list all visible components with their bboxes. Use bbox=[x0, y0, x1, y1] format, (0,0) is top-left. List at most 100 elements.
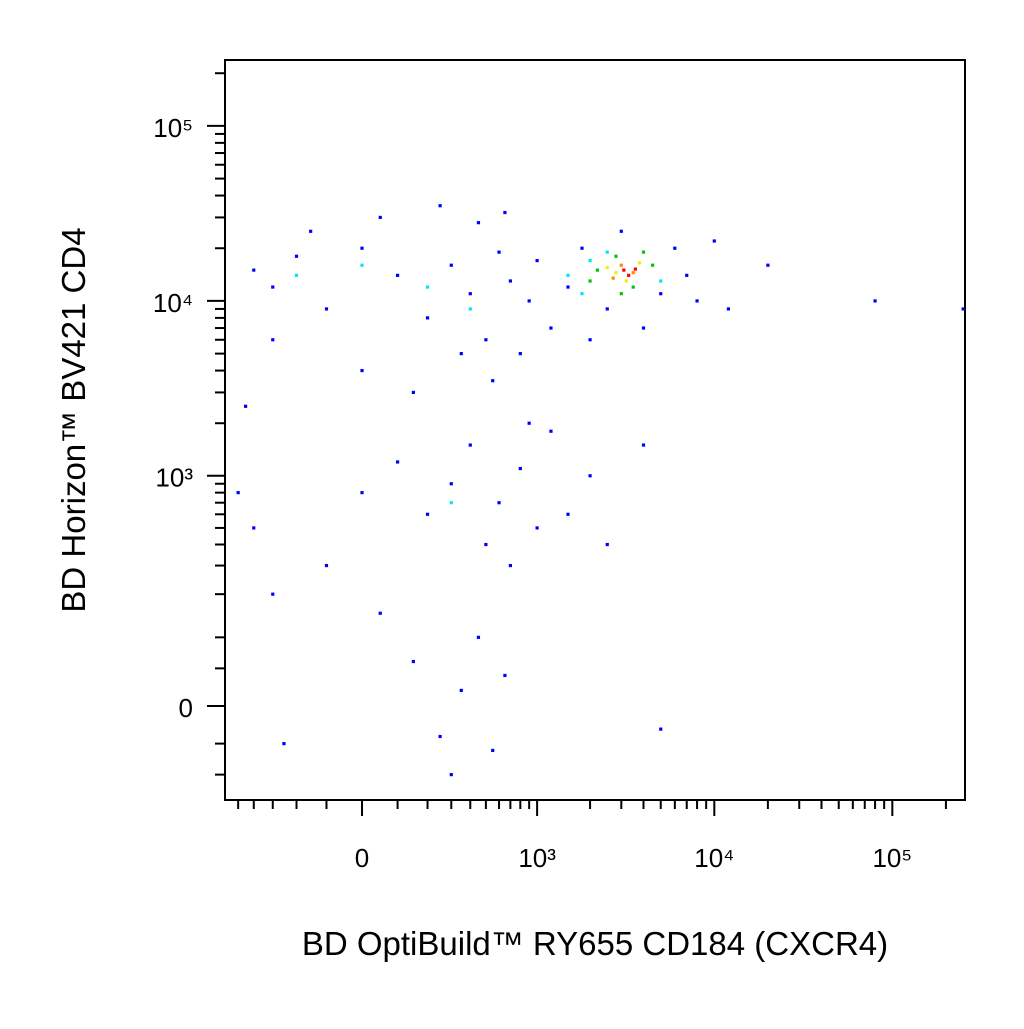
event-dot bbox=[518, 466, 522, 471]
event-dot bbox=[580, 246, 584, 250]
event-dot bbox=[438, 734, 442, 739]
event-dot bbox=[566, 285, 570, 289]
event-dot bbox=[360, 368, 364, 373]
event-dot bbox=[395, 273, 400, 277]
event-dot bbox=[641, 326, 646, 330]
event-dot bbox=[659, 727, 663, 731]
event-dot bbox=[459, 688, 463, 693]
event-dot bbox=[360, 491, 364, 495]
event-dot bbox=[497, 250, 501, 254]
event-dot bbox=[641, 443, 646, 447]
event-dot bbox=[566, 273, 570, 277]
event-dot bbox=[252, 268, 256, 272]
event-dot bbox=[726, 307, 731, 311]
event-dot bbox=[712, 239, 716, 243]
event-dot bbox=[508, 563, 512, 568]
event-dot bbox=[449, 263, 453, 267]
event-dot bbox=[766, 263, 770, 267]
y-tick-label: 10⁴ bbox=[153, 288, 193, 318]
event-dot bbox=[360, 246, 364, 250]
event-dot bbox=[631, 285, 635, 289]
event-dot bbox=[605, 266, 609, 270]
event-dot bbox=[468, 307, 472, 311]
event-dot bbox=[468, 292, 472, 296]
event-dot bbox=[411, 390, 415, 395]
event-dot bbox=[324, 307, 329, 311]
event-dot bbox=[527, 299, 531, 303]
event-dot bbox=[695, 299, 699, 303]
plot-frame bbox=[224, 59, 966, 801]
event-dot bbox=[309, 229, 313, 233]
event-dot bbox=[605, 307, 609, 311]
event-dot bbox=[476, 221, 481, 225]
event-dot bbox=[637, 261, 642, 265]
event-dot bbox=[627, 273, 631, 277]
event-dot bbox=[549, 429, 553, 433]
event-dot bbox=[395, 460, 400, 464]
event-dot bbox=[595, 268, 600, 272]
event-dot bbox=[641, 250, 646, 254]
event-dot bbox=[651, 263, 655, 267]
event-dot bbox=[614, 254, 618, 258]
event-dot bbox=[438, 204, 442, 208]
event-dot bbox=[873, 299, 877, 303]
event-dot bbox=[411, 659, 415, 664]
event-dot bbox=[491, 379, 495, 383]
event-dot bbox=[378, 611, 382, 615]
event-dot bbox=[622, 268, 626, 272]
event-dot bbox=[282, 742, 286, 746]
event-dot bbox=[425, 512, 430, 516]
event-dot bbox=[535, 258, 539, 263]
event-dot bbox=[252, 526, 256, 530]
event-dot bbox=[619, 263, 623, 267]
event-dot bbox=[535, 526, 539, 530]
x-tick-label: 10⁵ bbox=[872, 843, 912, 873]
event-dot bbox=[294, 273, 299, 277]
event-dot bbox=[566, 512, 570, 516]
event-dot bbox=[271, 592, 275, 596]
event-dot bbox=[497, 501, 501, 505]
event-dot bbox=[580, 292, 584, 296]
event-dot bbox=[476, 635, 481, 639]
event-dot bbox=[685, 273, 689, 277]
x-tick-label: 10³ bbox=[518, 843, 556, 873]
event-dot bbox=[378, 215, 382, 220]
event-dot bbox=[624, 279, 628, 283]
event-dot bbox=[449, 773, 453, 777]
event-dot bbox=[659, 279, 663, 283]
event-dot bbox=[294, 254, 299, 258]
event-dot bbox=[633, 267, 637, 271]
event-dot bbox=[611, 276, 615, 280]
event-dot bbox=[271, 285, 275, 289]
event-dot bbox=[484, 338, 488, 342]
event-dot bbox=[605, 250, 609, 254]
y-axis-label: BD Horizon™ BV421 CD4 bbox=[55, 227, 92, 612]
event-dot bbox=[425, 285, 430, 289]
event-dot bbox=[588, 279, 592, 283]
event-dot bbox=[459, 352, 463, 356]
y-tick-label: 10³ bbox=[155, 463, 193, 493]
event-dot bbox=[614, 271, 618, 275]
event-dot bbox=[508, 279, 512, 283]
x-axis-label: BD OptiBuild™ RY655 CD184 (CXCR4) bbox=[302, 925, 888, 962]
event-dot bbox=[527, 421, 531, 425]
event-dot bbox=[236, 491, 240, 495]
event-dot bbox=[324, 563, 329, 568]
event-dot bbox=[425, 316, 430, 320]
x-tick-label: 10⁴ bbox=[694, 843, 734, 873]
event-dot bbox=[588, 338, 592, 342]
event-dot bbox=[271, 338, 275, 342]
event-dot bbox=[549, 326, 553, 330]
event-dot bbox=[449, 501, 453, 505]
event-dot bbox=[503, 673, 507, 678]
event-dot bbox=[244, 404, 248, 408]
event-dot bbox=[449, 482, 453, 486]
event-dot bbox=[619, 292, 623, 296]
event-dot bbox=[605, 542, 609, 547]
event-dot bbox=[961, 307, 965, 311]
event-dot bbox=[619, 229, 623, 233]
event-dot bbox=[468, 443, 472, 447]
event-dot bbox=[588, 474, 592, 478]
y-tick-label: 10⁵ bbox=[153, 113, 193, 143]
